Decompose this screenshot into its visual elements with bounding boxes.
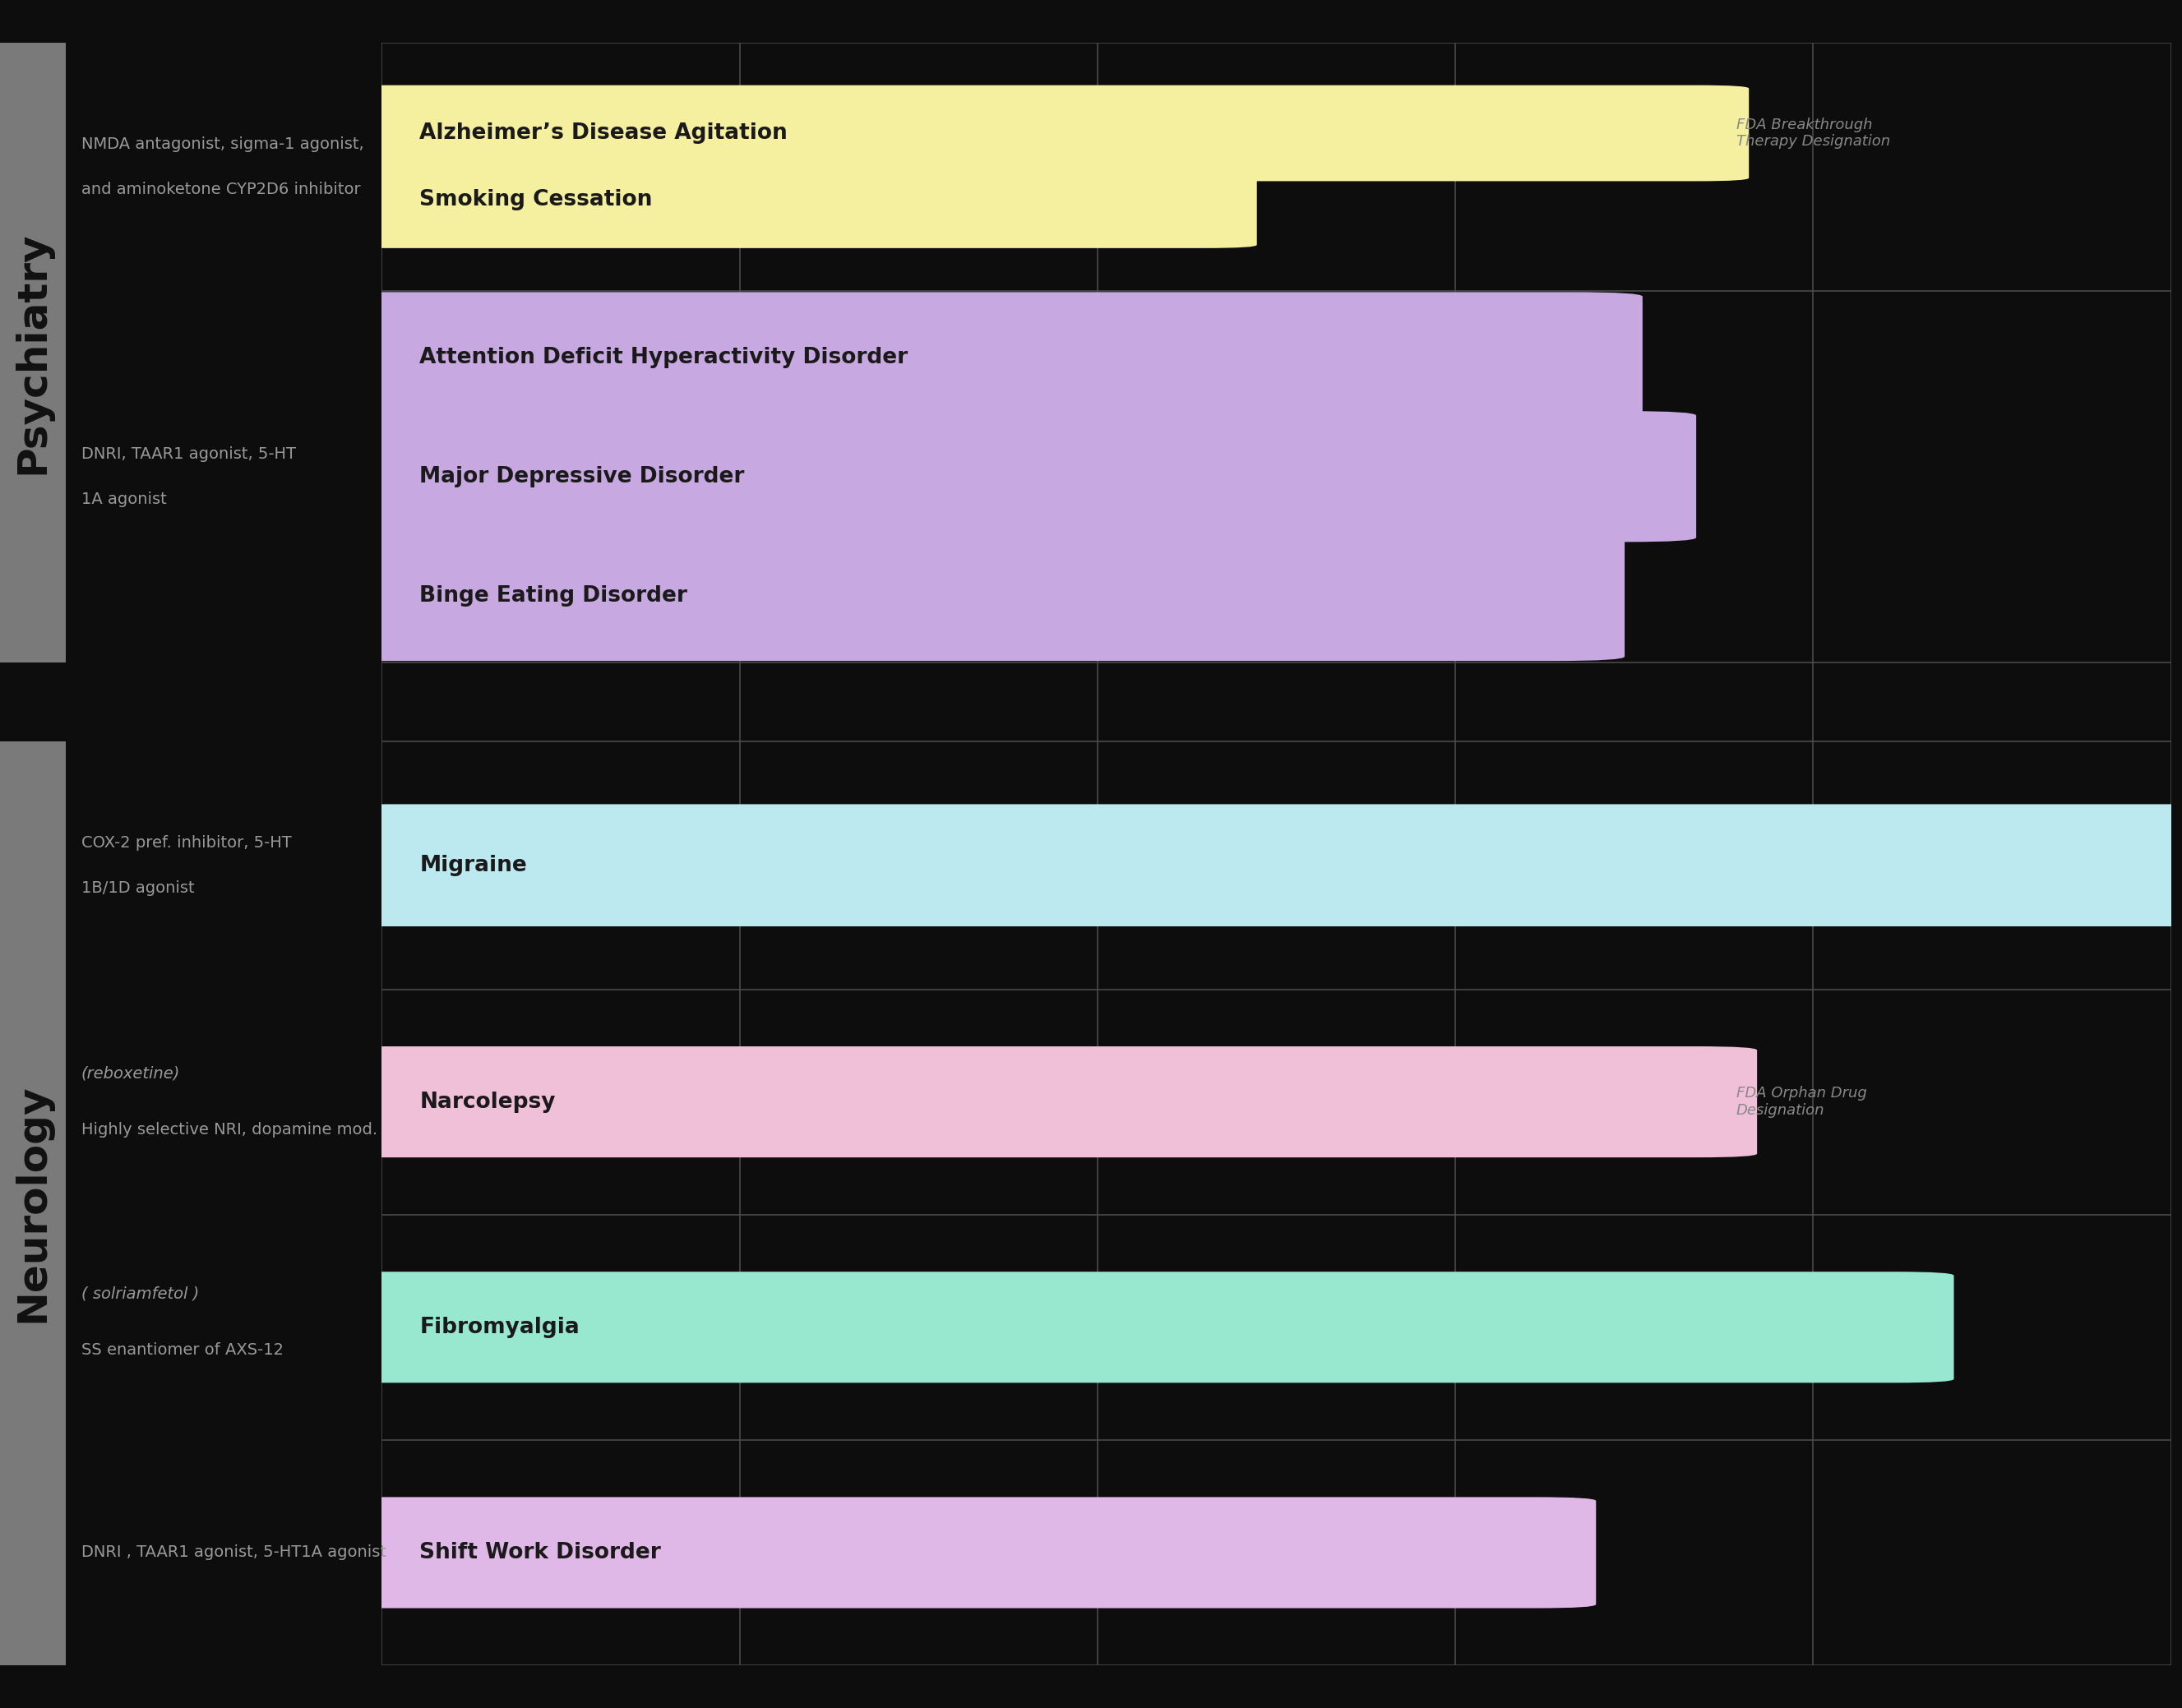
FancyBboxPatch shape: [316, 292, 1643, 424]
Text: and aminoketone CYP2D6 inhibitor: and aminoketone CYP2D6 inhibitor: [81, 181, 360, 196]
Text: Highly selective NRI, dopamine mod.: Highly selective NRI, dopamine mod.: [81, 1122, 377, 1138]
Text: Smoking Cessation: Smoking Cessation: [419, 190, 652, 210]
Text: 1B/1D agonist: 1B/1D agonist: [81, 880, 194, 895]
Text: FDA Orphan Drug
Designation: FDA Orphan Drug Designation: [1737, 1086, 1868, 1117]
Text: DNRI , TAAR1 agonist, 5-HT1A agonist: DNRI , TAAR1 agonist, 5-HT1A agonist: [81, 1544, 386, 1561]
Text: Narcolepsy: Narcolepsy: [419, 1091, 556, 1112]
Text: Major Depressive Disorder: Major Depressive Disorder: [419, 466, 744, 487]
Text: Shift Work Disorder: Shift Work Disorder: [419, 1542, 661, 1563]
Text: Migraine: Migraine: [419, 854, 526, 876]
FancyBboxPatch shape: [316, 529, 1626, 661]
Text: SS enantiomer of AXS-12: SS enantiomer of AXS-12: [81, 1342, 284, 1358]
Text: NMDA antagonist, sigma-1 agonist,: NMDA antagonist, sigma-1 agonist,: [81, 137, 364, 152]
Text: (reboxetine): (reboxetine): [81, 1066, 181, 1081]
Text: Neurology: Neurology: [13, 1085, 52, 1322]
Text: ( solriamfetol ): ( solriamfetol ): [81, 1286, 199, 1301]
Text: 1A agonist: 1A agonist: [81, 492, 166, 507]
Text: Fibromyalgia: Fibromyalgia: [419, 1317, 580, 1337]
Text: FDA Breakthrough
Therapy Designation: FDA Breakthrough Therapy Designation: [1737, 118, 1890, 149]
Text: COX-2 pref. inhibitor, 5-HT: COX-2 pref. inhibitor, 5-HT: [81, 835, 292, 851]
Text: DNRI, TAAR1 agonist, 5-HT: DNRI, TAAR1 agonist, 5-HT: [81, 446, 297, 461]
Text: Binge Eating Disorder: Binge Eating Disorder: [419, 584, 687, 606]
Text: Alzheimer’s Disease Agitation: Alzheimer’s Disease Agitation: [419, 123, 788, 143]
Text: Attention Deficit Hyperactivity Disorder: Attention Deficit Hyperactivity Disorder: [419, 347, 908, 369]
Text: Psychiatry: Psychiatry: [13, 231, 52, 475]
FancyBboxPatch shape: [336, 152, 1257, 248]
FancyBboxPatch shape: [321, 804, 2182, 926]
FancyBboxPatch shape: [327, 1047, 1757, 1158]
FancyBboxPatch shape: [327, 1498, 1595, 1609]
FancyBboxPatch shape: [327, 1272, 1953, 1383]
FancyBboxPatch shape: [336, 85, 1750, 181]
FancyBboxPatch shape: [316, 412, 1695, 541]
